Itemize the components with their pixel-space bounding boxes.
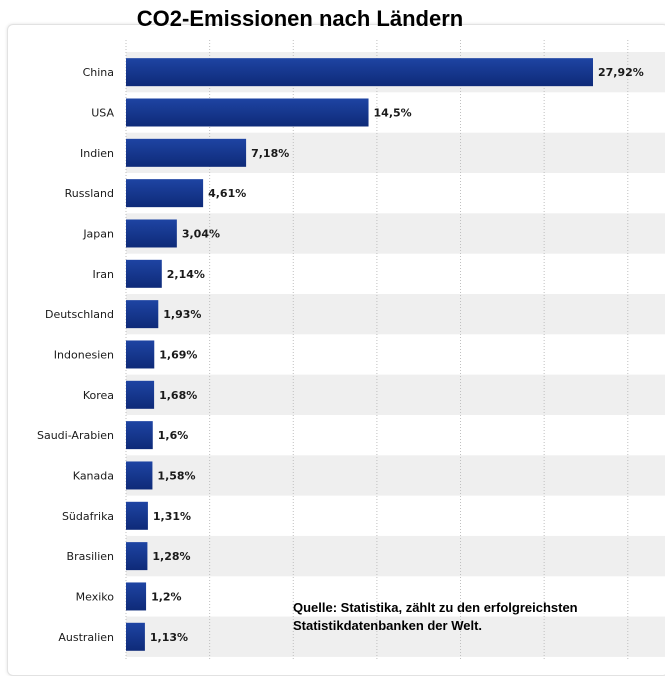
bar xyxy=(126,179,204,208)
value-label: 1,6% xyxy=(158,429,189,442)
bar xyxy=(126,380,155,409)
bar xyxy=(126,542,148,571)
row-stripe xyxy=(126,455,665,496)
bars xyxy=(126,58,593,651)
bar xyxy=(126,501,148,530)
value-label: 14,5% xyxy=(374,106,412,119)
bar xyxy=(126,219,177,248)
value-label: 1,58% xyxy=(157,469,195,482)
value-labels: 27,92% 14,5% 7,18% 4,61% 3,04% 2,14% 1,93% 1,69… xyxy=(150,66,644,644)
category-label: China xyxy=(83,66,114,79)
value-label: 2,14% xyxy=(167,268,205,281)
row-stripe xyxy=(126,535,665,577)
row-stripe xyxy=(126,374,665,415)
category-label: Iran xyxy=(93,268,115,281)
row-stripe xyxy=(126,213,665,254)
value-label: 1,68% xyxy=(159,389,197,402)
category-label: Indien xyxy=(80,147,114,160)
value-label: 1,93% xyxy=(163,308,201,321)
bar xyxy=(126,259,162,288)
chart-title: CO2-Emissionen nach Ländern xyxy=(136,6,464,31)
bar xyxy=(126,138,247,167)
bar xyxy=(126,300,159,329)
value-label: 1,31% xyxy=(153,510,191,523)
category-label: Australien xyxy=(58,631,114,644)
value-label: 1,69% xyxy=(159,348,197,361)
row-stripe xyxy=(126,616,665,657)
bar xyxy=(126,622,145,651)
source-note: Quelle: Statistika, zählt zu den erfolgr… xyxy=(293,600,578,633)
category-label: Südafrika xyxy=(62,510,114,523)
category-label: USA xyxy=(91,106,114,119)
bar xyxy=(126,582,147,611)
bar xyxy=(126,98,369,127)
category-label: Russland xyxy=(65,187,114,200)
category-label: Kanada xyxy=(73,469,114,482)
category-labels: China USA Indien Russland Japan Iran Deutschla… xyxy=(37,66,115,644)
value-label: 3,04% xyxy=(182,227,220,240)
bar xyxy=(126,340,155,369)
category-label: Mexiko xyxy=(76,590,115,603)
bar xyxy=(126,58,593,87)
bar xyxy=(126,461,153,490)
value-label: 1,28% xyxy=(152,550,190,563)
category-label: Saudi-Arabien xyxy=(37,429,114,442)
value-label: 7,18% xyxy=(251,147,289,160)
value-label: 1,2% xyxy=(151,590,182,603)
category-label: Indonesien xyxy=(54,348,114,361)
category-label: Brasilien xyxy=(67,550,114,563)
value-label: 4,61% xyxy=(208,187,246,200)
value-label: 27,92% xyxy=(598,66,644,79)
category-label: Korea xyxy=(83,389,114,402)
row-stripe xyxy=(126,293,665,335)
value-label: 1,13% xyxy=(150,631,188,644)
category-label: Japan xyxy=(82,227,114,240)
bar xyxy=(126,421,153,450)
category-label: Deutschland xyxy=(45,308,114,321)
